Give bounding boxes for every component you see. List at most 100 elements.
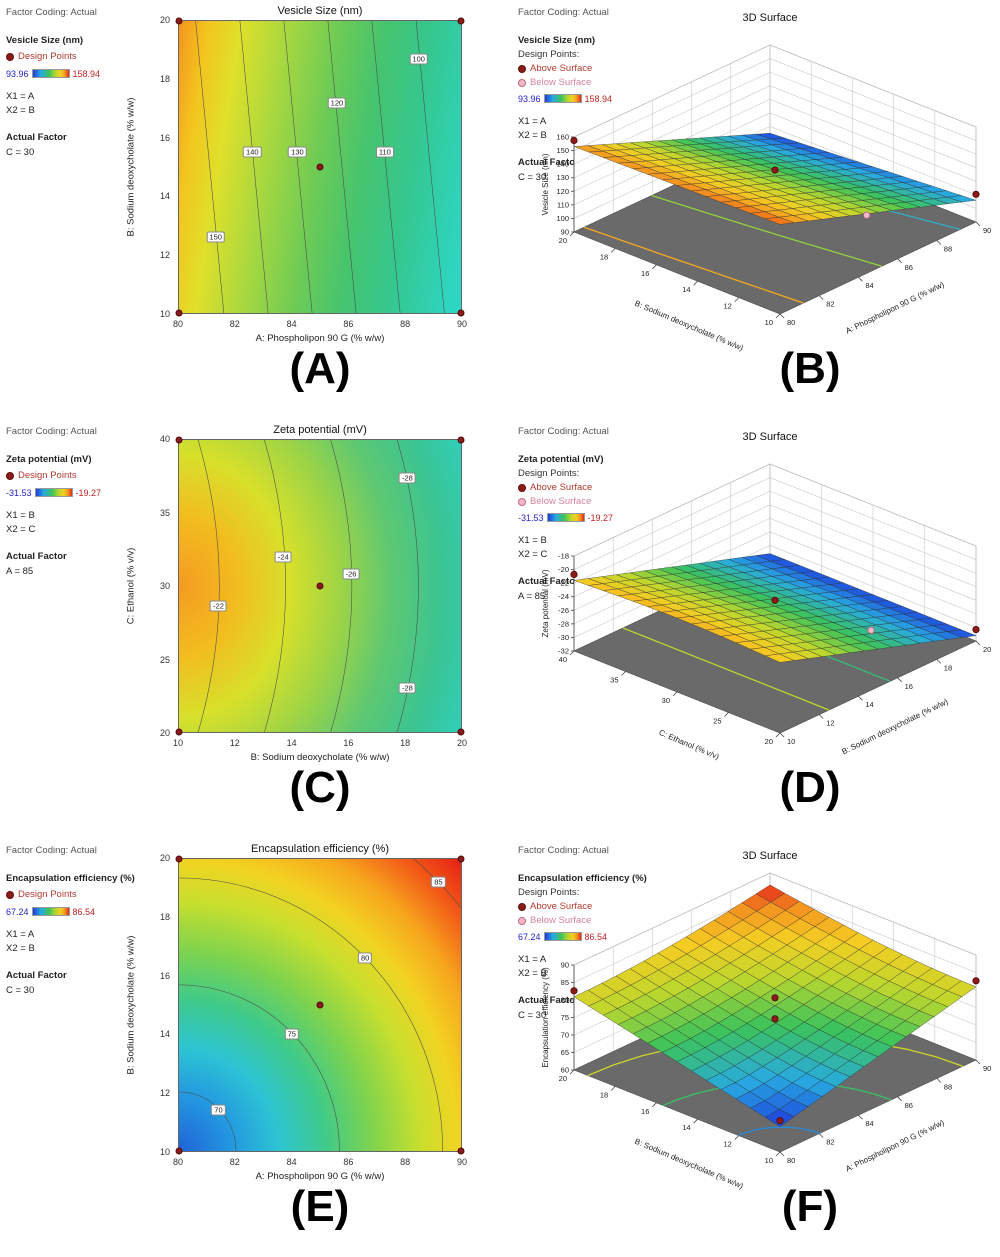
z-tick-label: 150 [556, 146, 569, 155]
surface-plot-area[interactable]: 90 100 110 120 130 140 150 160 10 12 14 16 18 20 80 82 8… [540, 22, 1000, 352]
contour-plot-area[interactable]: 150 140 130 120 110 100 [175, 17, 465, 317]
design-points-title: Design Points: [518, 886, 580, 898]
z-tick-label: 130 [556, 173, 569, 182]
z-tick-label: 90 [561, 228, 569, 237]
design-point-3d [867, 626, 875, 634]
z-tick-label: 80 [561, 996, 569, 1005]
colorbar-gradient-icon [546, 513, 585, 523]
panel-vesicle-size-3d: Factor Coding: Actual Vesicle Size (nm) … [500, 0, 1000, 419]
actual-factor-value: C = 30 [518, 171, 547, 183]
x-tick-label: 14 [286, 738, 297, 748]
contour-value-label: -26 [342, 568, 360, 580]
left-tick-label: 25 [713, 717, 721, 726]
design-point-icon [6, 472, 14, 481]
panel-zeta-potential-3d: Factor Coding: Actual Zeta potential (mV… [500, 419, 1000, 838]
below-surface-icon [518, 79, 526, 88]
contour-plot-area[interactable]: 70 75 80 85 [175, 855, 465, 1155]
panel-letter: (C) [289, 763, 351, 812]
left-tick-label: 10 [765, 318, 773, 327]
right-tick-label: 16 [905, 682, 913, 691]
contour-line [198, 440, 219, 732]
surface-plot-area[interactable]: -32 -30 -28 -26 -24 -22 -20 -18 20 25 30 35 40 10 12 14… [540, 441, 1000, 771]
left-tick-label: 20 [559, 1074, 567, 1083]
right-tick-label: 90 [983, 1064, 991, 1073]
left-tick-label: 20 [765, 737, 773, 746]
y-tick-label: 14 [159, 1029, 170, 1040]
left-tick-label: 12 [723, 1140, 731, 1149]
legend-block: Factor Coding: Actual Zeta potential (mV… [6, 426, 168, 578]
colorbar-gradient-icon [31, 907, 70, 917]
scale-min: 93.96 [6, 68, 29, 79]
color-scale: 67.24 86.54 [6, 907, 168, 917]
design-point-3d [570, 136, 578, 145]
design-points-title: Design Points: [518, 48, 580, 60]
contour-line [179, 985, 339, 1151]
y-axis-ticks: 10 12 14 16 18 20 [144, 853, 174, 1157]
design-point-3d [771, 166, 779, 174]
contour-line [240, 21, 268, 313]
y-axis-title: B: Sodium deoxycholate (% w/w) [125, 935, 137, 1075]
right-tick-label: 82 [826, 300, 834, 309]
x-tick-label: 82 [229, 319, 240, 329]
legend-block: Factor Coding: Actual Encapsulation effi… [6, 845, 168, 997]
design-point-icon [6, 53, 14, 62]
design-point-3d [972, 977, 980, 985]
factor-coding-label: Factor Coding: Actual [6, 7, 97, 18]
contour-value-label: 140 [243, 146, 262, 158]
scale-min: 67.24 [518, 931, 541, 942]
x-axis-ticks: 80 82 84 86 88 90 [173, 1157, 467, 1169]
right-tick-label: 86 [905, 263, 913, 272]
left-tick-label: 35 [610, 676, 618, 685]
y-tick-label: 40 [159, 434, 170, 444]
below-surface-label: Below Surface [530, 495, 592, 507]
panel-letter: (E) [290, 1182, 350, 1231]
factor-coding-label: Factor Coding: Actual [518, 845, 609, 856]
z-tick-label: 60 [561, 1066, 569, 1075]
y-tick-label: 20 [159, 853, 170, 863]
x-axis-ticks: 10 12 14 16 18 20 [173, 738, 467, 750]
design-point [457, 1147, 465, 1155]
actual-factor-value: C = 30 [518, 1009, 547, 1021]
surface-mesh [573, 553, 977, 663]
contour-value-label: 70 [211, 1104, 226, 1116]
color-scale: -31.53 -19.27 [518, 513, 680, 523]
design-point [316, 582, 324, 590]
contour-line [179, 1092, 236, 1151]
below-surface-icon [518, 498, 526, 507]
axis-right-title: A: Phospholipon 90 G (% w/w) [844, 280, 946, 336]
design-point [175, 436, 183, 444]
right-tick-label: 20 [983, 645, 991, 654]
scale-min: 67.24 [6, 906, 29, 917]
x-tick-label: 80 [172, 1157, 184, 1167]
contour-value-label: 80 [357, 952, 373, 964]
contour-plot-area[interactable]: -22 -24 -26 -28 -28 [175, 436, 465, 736]
x2-label: X2 = B [6, 105, 35, 117]
z-tick-label: -26 [558, 606, 569, 615]
colorbar-gradient-icon [543, 932, 582, 942]
design-points-title: Design Points: [518, 467, 580, 479]
surface-plot-area[interactable]: 60657075808590101214161820808284868890B:… [540, 860, 1000, 1190]
legend-response: Vesicle Size (nm) [518, 34, 596, 46]
plot-title: Zeta potential (mV) [273, 424, 367, 436]
y-tick-label: 10 [159, 1147, 170, 1157]
contour-line [416, 21, 444, 313]
x1-label: X1 = A [518, 953, 547, 965]
left-tick-label: 16 [641, 1107, 649, 1116]
below-surface-icon [518, 917, 526, 926]
right-tick-label: 14 [865, 700, 873, 709]
z-tick-label: -24 [558, 592, 569, 601]
x-axis-title: A: Phospholipon 90 G (% w/w) [255, 1171, 385, 1182]
x-tick-label: 88 [400, 1157, 411, 1167]
actual-factor-title: Actual Factor [6, 550, 67, 562]
x-tick-label: 86 [343, 319, 354, 329]
z-tick-label: 110 [557, 200, 569, 209]
legend-block: Factor Coding: Actual Vesicle Size (nm) … [6, 7, 168, 159]
x1-label: X1 = A [6, 91, 35, 103]
x-tick-label: 90 [456, 1157, 468, 1167]
z-tick-label: 85 [561, 978, 569, 987]
x-tick-label: 88 [400, 319, 411, 329]
right-tick-label: 84 [865, 1119, 873, 1128]
y-tick-label: 12 [159, 250, 170, 261]
design-point [457, 728, 465, 736]
legend-response: Encapsulation efficiency (%) [6, 872, 135, 884]
